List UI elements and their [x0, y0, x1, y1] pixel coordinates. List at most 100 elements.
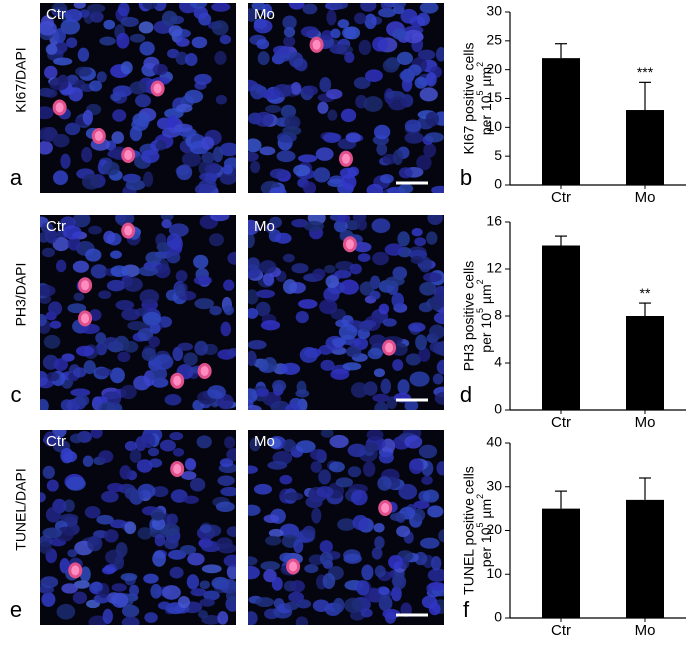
nucleus	[382, 318, 397, 327]
nucleus	[65, 476, 86, 491]
nucleus	[226, 526, 236, 537]
micrograph	[40, 430, 236, 625]
nucleus	[166, 233, 183, 249]
nucleus	[151, 486, 169, 498]
nucleus	[60, 18, 81, 35]
nucleus	[40, 576, 59, 589]
nucleus	[155, 140, 167, 151]
nucleus	[82, 109, 94, 125]
nucleus	[361, 564, 374, 581]
nucleus	[204, 162, 222, 175]
nucleus	[353, 77, 371, 90]
nucleus	[138, 21, 154, 34]
nucleus	[404, 399, 419, 410]
nucleus	[284, 115, 301, 130]
bar	[542, 58, 580, 186]
nucleus	[360, 608, 373, 618]
nucleus	[208, 233, 225, 247]
nucleus	[438, 529, 444, 543]
y-tick-label: 40	[486, 434, 502, 450]
nucleus	[199, 172, 219, 182]
nucleus	[40, 371, 49, 387]
nucleus	[353, 241, 372, 253]
x-tick-label: Ctr	[551, 414, 571, 431]
nucleus	[255, 301, 271, 317]
nucleus	[223, 279, 235, 291]
nucleus	[87, 535, 103, 552]
nucleus	[365, 69, 383, 82]
nucleus	[304, 564, 319, 574]
nucleus	[364, 442, 378, 453]
nucleus	[226, 564, 236, 580]
nucleus	[69, 433, 84, 444]
image-label: Ctr	[46, 433, 66, 450]
y-tick-label: 5	[494, 147, 502, 163]
nucleus	[251, 3, 266, 11]
nucleus	[378, 451, 394, 464]
marked-cell-core	[153, 83, 162, 94]
nucleus	[259, 260, 277, 274]
nucleus	[95, 367, 113, 377]
nucleus	[136, 459, 153, 473]
panel-letter: f	[463, 597, 470, 622]
y-axis-label: TUNEL positive cells	[461, 466, 477, 595]
nucleus	[154, 263, 171, 279]
nucleus	[332, 597, 345, 613]
nucleus	[378, 7, 396, 18]
nucleus	[137, 327, 154, 342]
nucleus	[67, 549, 78, 558]
nucleus	[379, 173, 394, 184]
nucleus	[152, 550, 166, 567]
nucleus	[258, 358, 269, 372]
y-axis-label-sup: 5	[475, 90, 485, 95]
y-tick-label: 20	[486, 60, 502, 76]
nucleus	[344, 51, 355, 64]
nucleus	[280, 362, 301, 375]
nucleus	[43, 334, 61, 349]
nucleus	[227, 348, 236, 357]
nucleus	[187, 552, 205, 566]
nucleus	[248, 232, 255, 249]
nuclei	[40, 3, 236, 193]
nucleus	[175, 270, 188, 283]
nucleus	[220, 486, 236, 497]
nucleus	[271, 576, 283, 591]
nucleus	[89, 11, 104, 23]
nucleus	[75, 66, 92, 77]
significance: ***	[637, 64, 654, 80]
nucleus	[380, 378, 392, 395]
nucleus	[373, 368, 386, 378]
y-axis-label-sup: 2	[475, 279, 485, 284]
nucleus	[45, 43, 58, 55]
nucleus	[310, 448, 327, 461]
marked-cell-core	[381, 503, 390, 513]
nucleus	[419, 87, 438, 102]
nucleus	[199, 524, 212, 534]
nucleus	[150, 583, 162, 599]
nucleus	[295, 389, 310, 398]
nucleus	[117, 351, 131, 363]
nucleus	[262, 88, 281, 100]
nucleus	[193, 275, 213, 286]
nucleus	[161, 585, 181, 600]
nucleus	[210, 215, 230, 222]
nucleus	[358, 39, 372, 56]
nucleus	[433, 311, 444, 325]
y-tick-label: 16	[486, 213, 502, 229]
nucleus	[310, 461, 322, 473]
nucleus	[283, 492, 304, 501]
nucleus	[66, 37, 78, 48]
nucleus	[416, 12, 430, 26]
y-axis-label-sup: 2	[475, 494, 485, 499]
nucleus	[400, 602, 412, 618]
micrograph	[248, 3, 444, 193]
nucleus	[336, 215, 351, 223]
y-tick-label: 30	[486, 3, 502, 19]
nucleus	[282, 126, 302, 136]
nucleus	[408, 458, 424, 475]
nucleus	[392, 28, 407, 40]
nucleus	[380, 3, 393, 11]
y-tick-label: 8	[494, 307, 502, 323]
nucleus	[121, 616, 140, 625]
